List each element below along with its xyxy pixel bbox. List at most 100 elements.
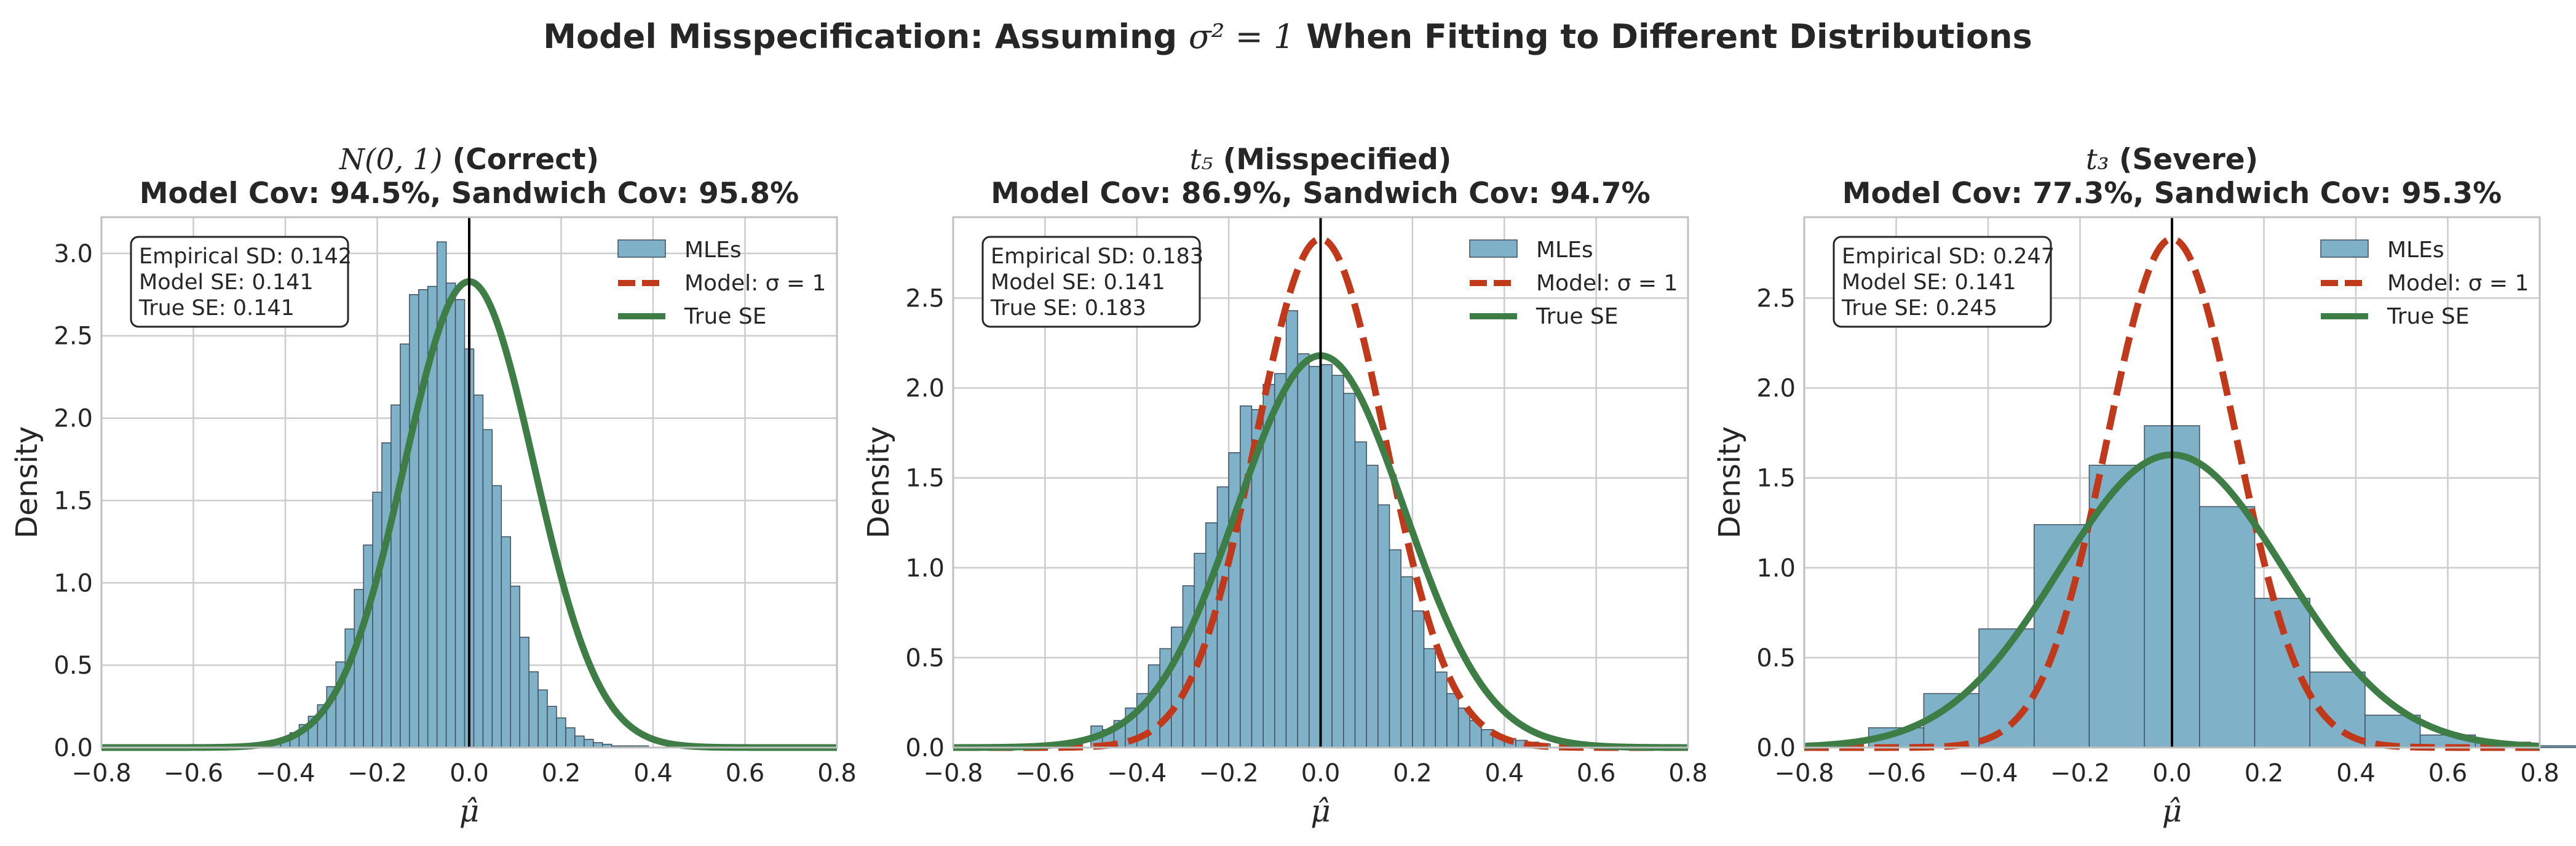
- stats-line: True SE: 0.245: [1841, 296, 1997, 321]
- suptitle-prefix: Model Misspecification: Assuming: [543, 17, 1189, 56]
- x-tick-label: 0.6: [2428, 759, 2468, 788]
- x-tick-label: −0.2: [1199, 759, 1259, 788]
- histogram-bar: [381, 442, 392, 748]
- x-tick-label: −0.6: [164, 759, 223, 788]
- histogram-bar: [473, 394, 484, 748]
- stats-line: Empirical SD: 0.183: [991, 244, 1203, 269]
- y-tick-label: 1.0: [54, 569, 93, 597]
- y-tick-label: 2.5: [905, 284, 945, 313]
- legend-swatch-mles: [617, 239, 666, 258]
- histogram-bar: [372, 492, 382, 748]
- histogram: [1868, 425, 2576, 748]
- subplot-coverage-title: Model Cov: 77.3%, Sandwich Cov: 95.3%: [1842, 177, 2502, 210]
- subplot-title-label: (Correct): [442, 143, 599, 177]
- y-tick-label: 0.0: [905, 734, 945, 762]
- x-tick-label: 0.4: [2336, 759, 2376, 788]
- legend-label-true-se: True SE: [2387, 304, 2470, 329]
- stats-line: Empirical SD: 0.247: [1842, 244, 2055, 269]
- axes-frame: [1803, 216, 2541, 749]
- y-tick-label: 1.0: [905, 554, 945, 583]
- legend-label-model: Model: σ = 1: [1536, 271, 1678, 296]
- x-tick-label: −0.6: [1015, 759, 1075, 788]
- suptitle-suffix: When Fitting to Different Distributions: [1294, 17, 2032, 56]
- histogram-bar: [528, 671, 539, 748]
- stats-line: Model SE: 0.141: [991, 270, 1165, 295]
- y-axis-label: Density: [862, 426, 896, 538]
- x-tick-label: 0.8: [2520, 759, 2559, 788]
- histogram-bar: [547, 706, 557, 748]
- histogram-bar: [354, 589, 364, 748]
- subplot-title-distribution: t₅: [1190, 143, 1213, 177]
- histogram-bar: [1400, 576, 1413, 748]
- y-tick-label: 0.0: [54, 734, 93, 762]
- subplot-title: N(0, 1) (Correct): [339, 143, 599, 177]
- x-axis-label: μ̂: [2162, 793, 2182, 829]
- x-tick-label: −0.8: [923, 759, 983, 788]
- histogram-bar: [1320, 364, 1333, 748]
- subplot-1: −0.8 −0.6 −0.4 −0.2 0.0 0.2 0.4 0.6 0.8 0.0 0.5 1.0…: [10, 143, 857, 829]
- x-tick-label: 0.8: [1668, 759, 1708, 788]
- histogram-bar: [501, 536, 512, 748]
- stats-line: Model SE: 0.141: [139, 270, 314, 295]
- histogram-bar: [2199, 506, 2256, 748]
- x-tick-label: −0.4: [255, 759, 315, 788]
- histogram-bar: [1331, 375, 1344, 748]
- histogram-bar: [1389, 549, 1401, 748]
- subplot-coverage-title: Model Cov: 94.5%, Sandwich Cov: 95.8%: [140, 177, 799, 210]
- legend: MLEs Model: σ = 1 True SE: [617, 237, 826, 329]
- histogram-bar: [409, 294, 419, 748]
- x-tick-label: 0.6: [726, 759, 765, 788]
- histogram-bar: [556, 717, 566, 748]
- histogram-bar: [510, 585, 520, 748]
- histogram-bar: [1435, 671, 1448, 748]
- legend-swatch-mles: [2320, 239, 2369, 258]
- histogram-bar: [1354, 441, 1367, 748]
- histogram-bar: [1274, 373, 1287, 748]
- subplot-2: −0.8 −0.6 −0.4 −0.2 0.0 0.2 0.4 0.6 0.8 0.0 0.5 1.0…: [862, 143, 1708, 829]
- histogram-bar: [1446, 693, 1459, 748]
- y-tick-label: 2.0: [1756, 375, 1796, 403]
- x-tick-label: 0.0: [1301, 759, 1341, 788]
- x-tick-label: −0.8: [1774, 759, 1834, 788]
- x-axis-label: μ̂: [1310, 793, 1331, 829]
- suptitle-math: σ² = 1: [1189, 17, 1294, 56]
- y-tick-label: 0.5: [54, 652, 93, 680]
- legend: MLEs Model: σ = 1 True SE: [1469, 237, 1678, 329]
- x-tick-label: 0.2: [542, 759, 581, 788]
- x-tick-label: −0.2: [2050, 759, 2110, 788]
- subplot-title: t₅ (Misspecified): [1190, 143, 1452, 177]
- histogram-bar: [574, 735, 585, 748]
- histogram-bar: [519, 636, 529, 748]
- stats-line: Model SE: 0.141: [1842, 270, 2016, 295]
- subplots: −0.8 −0.6 −0.4 −0.2 0.0 0.2 0.4 0.6 0.8 0.0 0.5 1.0…: [10, 143, 2576, 829]
- x-tick-label: 0.2: [1393, 759, 1432, 788]
- histogram-bar: [418, 289, 429, 748]
- y-tick-label: 0.0: [1756, 734, 1796, 762]
- x-tick-label: 0.2: [2245, 759, 2284, 788]
- y-tick-label: 0.5: [1756, 644, 1796, 672]
- axes-frame: [952, 216, 1689, 749]
- histogram-bar: [584, 738, 594, 748]
- x-axis-label: μ̂: [459, 793, 480, 829]
- histogram-bar: [1216, 486, 1229, 748]
- histogram-bar: [400, 343, 410, 748]
- y-tick-label: 1.0: [1756, 554, 1796, 583]
- histogram-bar: [445, 282, 456, 748]
- y-tick-label: 1.5: [1756, 465, 1796, 493]
- stats-line: True SE: 0.183: [990, 296, 1146, 321]
- histogram-bar: [1297, 353, 1310, 748]
- x-tick-label: 0.0: [2152, 759, 2192, 788]
- legend-label-model: Model: σ = 1: [684, 271, 826, 296]
- y-tick-label: 0.5: [905, 644, 945, 672]
- y-tick-label: 1.5: [905, 465, 945, 493]
- y-axis-label: Density: [10, 426, 44, 538]
- histogram-bar: [565, 727, 576, 748]
- legend-swatch-mles: [1469, 239, 1518, 258]
- histogram-bar: [491, 485, 502, 748]
- legend-label-mles: MLEs: [1536, 237, 1593, 263]
- histogram-bar: [363, 544, 373, 748]
